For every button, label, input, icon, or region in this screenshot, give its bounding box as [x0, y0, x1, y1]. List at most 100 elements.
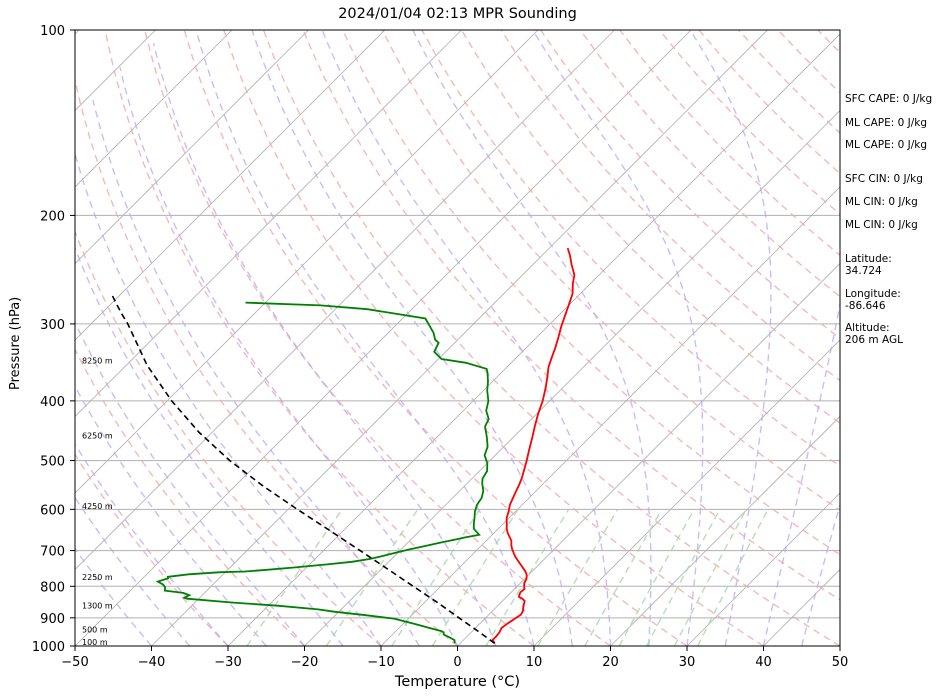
mixing-ratio-line — [325, 508, 419, 646]
sfc-cape-text: SFC CAPE: 0 J/kg — [845, 93, 933, 105]
y-tick-label: 400 — [40, 395, 65, 410]
latitude-text: Latitude: 34.724 — [845, 253, 892, 277]
moist-adiabat-line — [532, 30, 704, 646]
dry-adiabat-line — [104, 30, 535, 646]
dry-adiabat-line — [75, 348, 305, 646]
isotherm-line — [75, 30, 156, 112]
height-label: 1300 m — [82, 602, 113, 611]
isotherm-line — [75, 30, 692, 646]
dry-adiabat-line — [183, 30, 688, 646]
mixing-ratio-line — [485, 508, 570, 646]
altitude-text: Altitude: 206 m AGL — [845, 322, 903, 346]
dewpoint-trace — [155, 301, 490, 644]
y-tick-label: 600 — [40, 503, 65, 518]
dry-adiabat-line — [460, 30, 840, 424]
mixing-ratio-line — [645, 508, 721, 646]
isotherm-line — [304, 109, 840, 646]
y-tick-label: 700 — [40, 545, 65, 560]
height-label: 4250 m — [82, 502, 113, 511]
mixing-ratio-line — [391, 508, 481, 646]
y-tick-label: 200 — [40, 209, 65, 224]
height-label: 8250 m — [82, 357, 113, 366]
y-tick-label: 100 — [40, 24, 65, 39]
moist-adiabat-line — [92, 100, 420, 646]
dry-adiabat-line — [342, 30, 840, 556]
x-tick-label: −50 — [61, 655, 88, 670]
moist-adiabat-line — [75, 320, 306, 646]
isotherm-line — [75, 30, 233, 188]
moist-adiabat-line — [75, 496, 191, 646]
moist-adiabat-line — [689, 30, 772, 646]
moist-adiabat-line — [152, 42, 497, 646]
y-axis-label: Pressure (hPa) — [8, 296, 23, 390]
dry-adiabat-line — [75, 452, 229, 646]
isotherm-line — [227, 33, 840, 646]
isotherm-line — [75, 30, 615, 571]
dry-adiabat-line — [144, 30, 611, 646]
x-tick-label: 10 — [526, 655, 543, 670]
mixing-ratio-line — [584, 508, 663, 646]
isotherm-line — [457, 262, 840, 646]
x-tick-label: 40 — [755, 655, 772, 670]
mixing-ratio-line — [537, 508, 619, 646]
x-tick-label: −40 — [138, 655, 165, 670]
plot-frame — [74, 29, 841, 647]
y-tick-label: 900 — [40, 612, 65, 627]
sfc-cin-text: SFC CIN: 0 J/kg — [845, 173, 923, 185]
height-label: 2250 m — [82, 573, 113, 582]
y-tick-label: 300 — [40, 318, 65, 333]
isotherm-line — [610, 415, 840, 646]
mixing-ratio-line — [618, 508, 695, 646]
dry-adiabat-line — [302, 30, 840, 601]
mixing-ratio-line — [246, 508, 343, 646]
y-tick-label: 500 — [40, 455, 65, 470]
height-label: 500 m — [82, 625, 108, 634]
height-label: 100 m — [82, 638, 108, 647]
x-tick-label: 50 — [832, 655, 849, 670]
moist-adiabat-line — [75, 151, 382, 646]
data-layer — [111, 247, 576, 644]
mixing-ratio-line — [697, 508, 769, 646]
x-axis-label: Temperature (°C) — [394, 674, 521, 690]
moist-adiabat-line — [119, 67, 459, 646]
dry-adiabat-line — [500, 30, 840, 382]
parcel-trace — [111, 295, 496, 644]
ml-cin-text-2: ML CIN: 0 J/kg — [845, 219, 918, 231]
isotherm-line — [686, 492, 840, 646]
x-tick-label: 0 — [453, 655, 461, 670]
dry-adiabat-line — [223, 30, 764, 646]
y-tick-label: 800 — [40, 580, 65, 595]
axis-layer: −50 −40 −30 −20 −10 0 10 20 30 40 50 100 200 300 400 50… — [32, 24, 848, 670]
ml-cin-text: ML CIN: 0 J/kg — [845, 196, 918, 208]
x-tick-label: −30 — [214, 655, 241, 670]
temperature-trace — [491, 247, 576, 644]
x-tick-label: −20 — [291, 655, 318, 670]
isotherm-line — [533, 339, 840, 646]
moist-adiabat-line — [412, 30, 652, 646]
moist-adiabat-line — [195, 30, 535, 646]
moist-adiabat-line — [75, 246, 344, 646]
y-tick-label: 1000 — [32, 640, 65, 655]
isotherm-line — [380, 186, 840, 646]
isotherm-line — [0, 30, 3, 646]
dry-adiabat-line — [75, 229, 382, 646]
moist-adiabat-line — [251, 30, 573, 646]
isotherm-line — [75, 30, 386, 341]
isotherm-line — [75, 30, 309, 265]
dry-adiabat-line — [381, 30, 840, 511]
longitude-text: Longitude: -86.646 — [845, 288, 901, 312]
chart-title: 2024/01/04 02:13 MPR Sounding — [338, 6, 577, 22]
moist-adiabat-line — [75, 384, 267, 646]
ml-cape-text: ML CAPE: 0 J/kg — [845, 117, 928, 129]
mixing-ratio-line — [673, 508, 747, 646]
moist-adiabat-line — [321, 30, 612, 646]
isotherm-line — [75, 30, 539, 494]
ml-cape-text-2: ML CAPE: 0 J/kg — [845, 139, 928, 151]
isotherm-line — [75, 30, 462, 418]
moist-adiabat-line — [75, 442, 229, 646]
x-tick-label: 20 — [602, 655, 619, 670]
isotherm-line — [151, 30, 768, 646]
height-label: 6250 m — [82, 431, 113, 440]
dry-adiabat-line — [262, 30, 840, 646]
